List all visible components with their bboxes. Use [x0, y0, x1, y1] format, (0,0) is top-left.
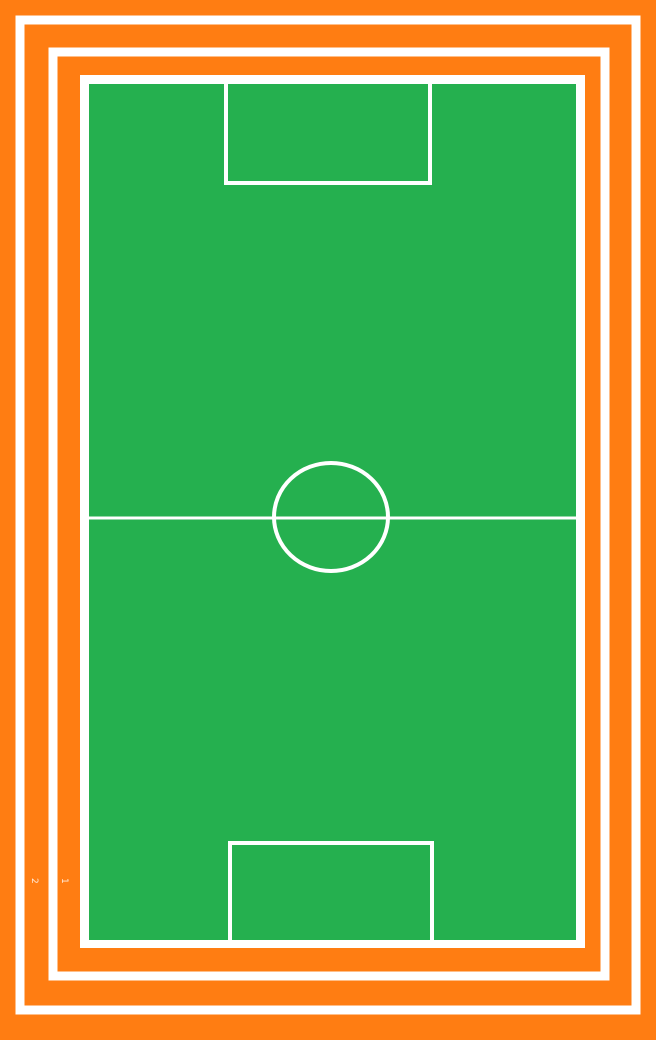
top-penalty-box — [224, 80, 432, 185]
track-lane-line-outer — [15, 15, 641, 1015]
pitch-surface — [89, 84, 576, 940]
track-lane-line-inner — [48, 47, 610, 981]
bottom-penalty-box — [228, 841, 434, 945]
lane-number-2: 2 — [29, 878, 39, 884]
center-circle — [272, 461, 390, 573]
lane-number-1: 1 — [59, 878, 69, 884]
